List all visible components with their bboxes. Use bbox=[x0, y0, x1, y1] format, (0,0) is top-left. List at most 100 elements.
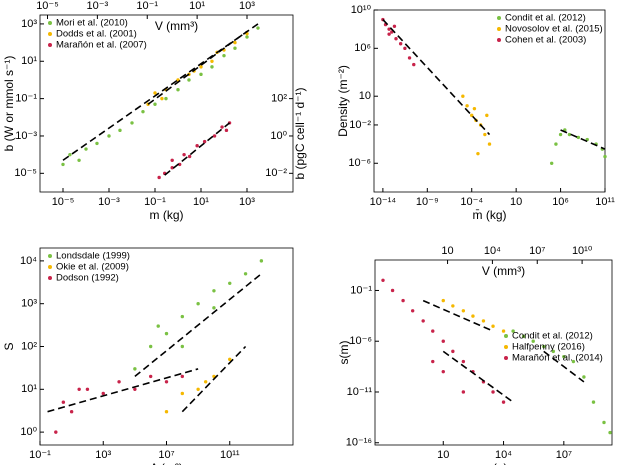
x2-axis-label: V (mm³) bbox=[155, 19, 198, 33]
data-point bbox=[387, 32, 391, 36]
y-tick-label: 10² bbox=[21, 340, 37, 352]
y-tick-label: 10⁻⁶ bbox=[348, 157, 371, 169]
data-point bbox=[451, 349, 455, 354]
data-point bbox=[199, 72, 203, 77]
legend-label: Okie et al. (2009) bbox=[56, 262, 129, 273]
data-point bbox=[228, 281, 232, 285]
y-tick-label: 10⁻⁵ bbox=[14, 167, 37, 179]
data-point bbox=[451, 304, 455, 308]
data-point bbox=[61, 162, 65, 167]
legend-label: Dodds et al. (2001) bbox=[56, 29, 137, 40]
data-point bbox=[542, 344, 546, 349]
data-point bbox=[133, 367, 137, 371]
data-point bbox=[403, 46, 407, 51]
data-point bbox=[461, 359, 466, 364]
data-point bbox=[156, 324, 160, 328]
legend-marker bbox=[504, 334, 508, 338]
x-axis-label: m̄ (kg) bbox=[473, 208, 507, 222]
fit-line bbox=[181, 345, 247, 413]
data-point bbox=[401, 298, 405, 303]
data-point bbox=[245, 35, 249, 39]
legend-label: Marañón et al. (2007) bbox=[56, 40, 147, 51]
y-axis-label: Density (m⁻²) bbox=[336, 65, 350, 137]
data-point bbox=[576, 135, 581, 140]
data-point bbox=[259, 259, 264, 263]
data-point bbox=[180, 374, 185, 379]
data-point bbox=[591, 400, 596, 404]
data-point bbox=[461, 94, 465, 98]
data-point bbox=[487, 142, 492, 146]
data-point bbox=[392, 24, 397, 28]
legend-marker bbox=[497, 27, 501, 31]
data-point bbox=[148, 374, 153, 379]
data-point bbox=[84, 147, 88, 151]
data-point bbox=[117, 380, 121, 384]
data-point bbox=[431, 359, 435, 364]
data-point bbox=[501, 329, 506, 333]
data-point bbox=[164, 409, 169, 414]
x-tick-label: 10¹¹ bbox=[220, 449, 240, 461]
data-point bbox=[567, 132, 572, 137]
legend-label: Halfpenny (2016) bbox=[512, 342, 585, 353]
data-point bbox=[196, 387, 200, 392]
data-point bbox=[195, 144, 199, 148]
data-point bbox=[233, 46, 237, 50]
data-point bbox=[472, 106, 477, 111]
legend-label: Mori et al. (2010) bbox=[56, 18, 128, 29]
plot-frame bbox=[374, 259, 613, 446]
data-point bbox=[187, 78, 191, 82]
data-point bbox=[68, 152, 72, 157]
legend-label: Condit et al. (2012) bbox=[505, 13, 586, 24]
data-point bbox=[54, 430, 58, 434]
data-point bbox=[212, 306, 216, 310]
x-tick-label: 10⁻³ bbox=[98, 196, 120, 208]
data-point bbox=[202, 139, 207, 144]
x2-tick-label: 10⁻¹ bbox=[136, 0, 158, 12]
data-point bbox=[182, 152, 186, 157]
legend-marker bbox=[48, 254, 52, 258]
data-point bbox=[77, 158, 81, 162]
data-point bbox=[243, 272, 248, 276]
data-point bbox=[441, 339, 445, 343]
y-tick-label: 10⁰ bbox=[20, 426, 37, 438]
plot-frame bbox=[373, 9, 606, 193]
data-point bbox=[441, 369, 445, 374]
data-point bbox=[407, 56, 412, 60]
data-point bbox=[157, 175, 161, 180]
data-point bbox=[431, 329, 435, 333]
data-point bbox=[471, 314, 475, 318]
data-point bbox=[101, 391, 105, 396]
x-tick-label: 10⁷ bbox=[158, 449, 174, 461]
x-tick-label: 10¹¹ bbox=[595, 196, 615, 208]
y-tick-label: 10⁻² bbox=[349, 119, 371, 131]
x2-tick-label: 10³ bbox=[239, 0, 255, 12]
x-tick-label: 10⁴ bbox=[495, 449, 512, 461]
data-point bbox=[133, 387, 137, 392]
data-point bbox=[603, 154, 607, 159]
data-point bbox=[562, 354, 566, 359]
data-point bbox=[441, 298, 445, 303]
x-tick-label: 10⁻⁴ bbox=[460, 196, 483, 208]
data-point bbox=[164, 380, 169, 384]
fit-line bbox=[62, 23, 259, 161]
data-point bbox=[398, 42, 403, 46]
data-point bbox=[491, 390, 495, 394]
data-point bbox=[461, 309, 466, 313]
data-point bbox=[501, 400, 506, 404]
data-point bbox=[233, 40, 237, 45]
legend-label: Londsdale (1999) bbox=[56, 251, 130, 262]
data-point bbox=[164, 96, 168, 101]
y-axis-label: b (W or mmol s⁻¹) bbox=[2, 56, 16, 152]
data-point bbox=[170, 166, 174, 170]
y-axis-label: s(m) bbox=[337, 341, 351, 365]
legend-label: Marañón et al. (2014) bbox=[512, 353, 603, 364]
data-point bbox=[554, 142, 558, 146]
data-point bbox=[511, 329, 515, 333]
y-tick-label: 10⁻¹ bbox=[350, 284, 372, 296]
data-point bbox=[381, 278, 385, 283]
y2-tick-label: 10² bbox=[271, 93, 287, 105]
data-point bbox=[187, 154, 192, 159]
y-tick-label: 10⁻⁶ bbox=[349, 335, 372, 347]
y-tick-label: 10⁻¹⁶ bbox=[346, 437, 372, 449]
